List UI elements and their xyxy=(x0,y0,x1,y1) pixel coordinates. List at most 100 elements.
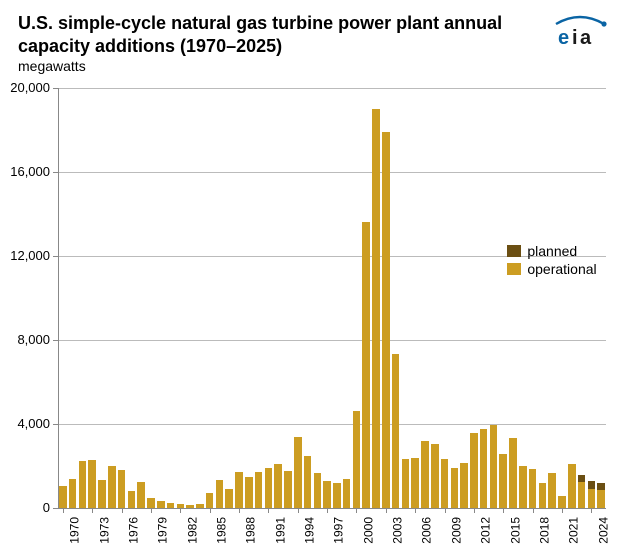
bar-operational xyxy=(98,480,106,508)
bar-operational xyxy=(255,472,263,508)
bar-operational xyxy=(480,429,488,508)
bar-operational xyxy=(548,473,556,508)
bar-operational xyxy=(421,441,429,508)
bar-operational xyxy=(196,504,204,508)
plot-area: 04,0008,00012,00016,00020,00019701973197… xyxy=(58,88,606,508)
x-tick xyxy=(503,508,504,513)
x-axis-label: 2012 xyxy=(479,517,493,544)
bar-operational xyxy=(118,470,126,508)
legend-item: operational xyxy=(507,261,596,277)
x-tick xyxy=(92,508,93,513)
legend-swatch xyxy=(507,263,521,275)
bar-operational xyxy=(137,482,145,508)
bar-operational xyxy=(235,472,243,508)
x-axis-label: 1976 xyxy=(127,517,141,544)
x-tick xyxy=(327,508,328,513)
legend: planned operational xyxy=(507,243,596,279)
bar-operational xyxy=(558,496,566,508)
bar-operational xyxy=(499,454,507,508)
x-axis-label: 1979 xyxy=(156,517,170,544)
bar-operational xyxy=(470,433,478,508)
bar-operational xyxy=(108,466,116,508)
y-axis xyxy=(58,88,59,508)
legend-swatch xyxy=(507,245,521,257)
y-axis-label: 12,000 xyxy=(0,248,50,263)
x-tick xyxy=(298,508,299,513)
bar-operational xyxy=(451,468,459,508)
bar-operational xyxy=(431,444,439,508)
bar-operational xyxy=(284,471,292,508)
bar-operational xyxy=(539,483,547,508)
bar-operational xyxy=(167,503,175,508)
x-tick xyxy=(445,508,446,513)
legend-label: operational xyxy=(527,261,596,277)
x-axis-label: 2018 xyxy=(538,517,552,544)
x-tick xyxy=(386,508,387,513)
bar-operational xyxy=(225,489,233,508)
bar-operational xyxy=(588,489,596,508)
bar-operational xyxy=(490,425,498,508)
x-tick xyxy=(239,508,240,513)
bar-operational xyxy=(304,456,312,509)
x-axis xyxy=(58,508,606,509)
x-axis-label: 1991 xyxy=(273,517,287,544)
bar-planned xyxy=(588,481,596,489)
gridline xyxy=(58,172,606,173)
x-tick xyxy=(415,508,416,513)
x-axis-label: 1997 xyxy=(332,517,346,544)
bar-operational xyxy=(69,479,77,508)
bar-operational xyxy=(372,109,380,508)
bar-operational xyxy=(314,473,322,508)
eia-logo: e i a xyxy=(552,14,608,53)
chart-subtitle: megawatts xyxy=(18,58,86,74)
bar-operational xyxy=(382,132,390,508)
svg-text:a: a xyxy=(580,27,592,48)
bar-operational xyxy=(411,458,419,508)
bar-operational xyxy=(206,493,214,508)
bar-operational xyxy=(157,501,165,508)
legend-label: planned xyxy=(527,243,577,259)
x-axis-label: 1982 xyxy=(185,517,199,544)
x-tick xyxy=(63,508,64,513)
y-axis-label: 4,000 xyxy=(0,416,50,431)
bar-operational xyxy=(294,437,302,508)
bar-operational xyxy=(88,460,96,508)
bar-operational xyxy=(128,491,136,508)
bar-operational xyxy=(362,222,370,508)
bar-operational xyxy=(402,459,410,508)
x-axis-label: 1970 xyxy=(68,517,82,544)
x-axis-label: 1988 xyxy=(244,517,258,544)
bar-operational xyxy=(509,438,517,508)
bar-operational xyxy=(333,483,341,508)
bar-operational xyxy=(392,354,400,508)
bar-operational xyxy=(265,468,273,508)
bar-operational xyxy=(245,477,253,509)
bar-planned xyxy=(597,483,605,490)
gridline xyxy=(58,88,606,89)
x-axis-label: 2009 xyxy=(450,517,464,544)
y-axis-label: 16,000 xyxy=(0,164,50,179)
bar-operational xyxy=(79,461,87,508)
x-tick xyxy=(268,508,269,513)
x-axis-label: 2000 xyxy=(361,517,375,544)
bar-operational xyxy=(460,463,468,508)
x-axis-label: 2015 xyxy=(508,517,522,544)
y-axis-label: 0 xyxy=(0,500,50,515)
chart-area: 04,0008,00012,00016,00020,00019701973197… xyxy=(58,88,606,508)
bar-operational xyxy=(274,464,282,508)
gridline xyxy=(58,340,606,341)
x-tick xyxy=(591,508,592,513)
gridline xyxy=(58,424,606,425)
bar-operational xyxy=(59,486,67,508)
x-tick xyxy=(562,508,563,513)
x-tick xyxy=(474,508,475,513)
x-axis-label: 2006 xyxy=(420,517,434,544)
legend-item: planned xyxy=(507,243,596,259)
x-tick xyxy=(151,508,152,513)
bar-operational xyxy=(578,482,586,508)
bar-operational xyxy=(519,466,527,508)
svg-text:i: i xyxy=(572,27,578,48)
bar-operational xyxy=(529,469,537,508)
x-axis-label: 1985 xyxy=(215,517,229,544)
x-axis-label: 1973 xyxy=(97,517,111,544)
